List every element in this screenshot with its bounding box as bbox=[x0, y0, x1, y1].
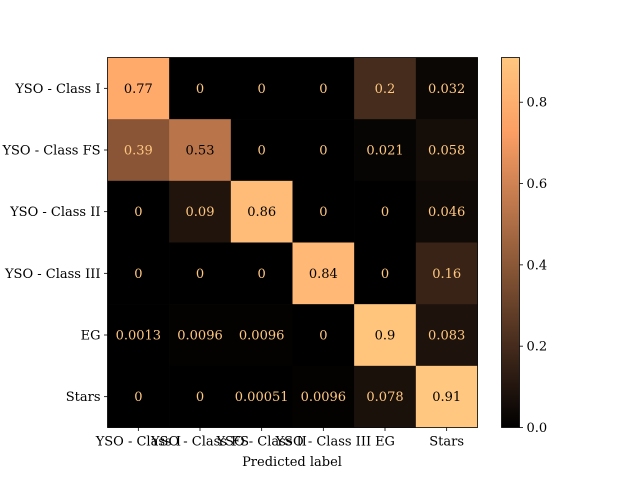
cell-value-label: 0 bbox=[319, 205, 327, 220]
heatmap-cell bbox=[292, 365, 355, 428]
cell-value-label: 0.058 bbox=[428, 144, 465, 159]
x-tick-label: YSO - Class I bbox=[95, 435, 181, 450]
cell-value-label: 0 bbox=[134, 267, 142, 282]
cell-value-label: 0 bbox=[258, 267, 266, 282]
cell-value-label: 0.0096 bbox=[301, 390, 347, 405]
cell-value-label: 0 bbox=[319, 144, 327, 159]
colorbar-tick-label: 0.4 bbox=[527, 258, 548, 273]
cell-value-label: 0 bbox=[258, 144, 266, 159]
heatmap-cell bbox=[169, 304, 232, 367]
heatmap-cell bbox=[107, 242, 170, 305]
cell-value-label: 0 bbox=[196, 267, 204, 282]
heatmap-cell bbox=[169, 180, 232, 243]
y-tick-label: YSO - Class II bbox=[9, 205, 100, 220]
x-tick-label: YSO - Class II bbox=[215, 435, 306, 450]
cell-value-label: 0 bbox=[258, 82, 266, 97]
heatmap-cell bbox=[169, 365, 232, 428]
cell-value-label: 0.083 bbox=[428, 329, 465, 344]
heatmap-cell bbox=[415, 119, 478, 182]
cell-value-label: 0.09 bbox=[186, 205, 215, 220]
heatmap-cell bbox=[292, 119, 355, 182]
cell-value-label: 0 bbox=[134, 205, 142, 220]
cell-value-label: 0.00051 bbox=[235, 390, 289, 405]
cell-value-label: 0.046 bbox=[428, 205, 465, 220]
heatmap-cell bbox=[292, 180, 355, 243]
heatmap-cell bbox=[169, 242, 232, 305]
heatmap-cell bbox=[415, 365, 478, 428]
heatmap-cell bbox=[354, 119, 417, 182]
colorbar-gradient bbox=[501, 57, 520, 428]
cell-value-label: 0.53 bbox=[186, 144, 215, 159]
colorbar-ticks: 0.0 0.2 0.4 0.6 0.8 bbox=[519, 96, 548, 436]
heatmap-cell bbox=[230, 365, 293, 428]
y-tick-label: YSO - Class I bbox=[14, 82, 100, 97]
heatmap-cell bbox=[415, 304, 478, 367]
heatmap-cell bbox=[107, 180, 170, 243]
heatmap-cell bbox=[354, 242, 417, 305]
y-axis-ticks: YSO - Class I YSO - Class FS YSO - Class I… bbox=[1, 82, 108, 405]
heatmap-cell bbox=[230, 119, 293, 182]
cell-value-label: 0 bbox=[319, 329, 327, 344]
heatmap-cell bbox=[292, 57, 355, 120]
heatmap-cell bbox=[354, 57, 417, 120]
heatmap-cell bbox=[107, 304, 170, 367]
colorbar-tick-label: 0.2 bbox=[527, 340, 548, 355]
cell-value-label: 0 bbox=[381, 267, 389, 282]
heatmap-cell bbox=[354, 365, 417, 428]
colorbar-tick-label: 0.8 bbox=[527, 96, 548, 111]
y-tick-label: EG bbox=[81, 329, 101, 344]
cell-value-label: 0 bbox=[134, 390, 142, 405]
heatmap-cell bbox=[415, 180, 478, 243]
cell-value-label: 0.032 bbox=[428, 82, 465, 97]
heatmap-cell bbox=[107, 365, 170, 428]
x-tick-label: Stars bbox=[429, 435, 464, 450]
cell-value-label: 0 bbox=[381, 205, 389, 220]
cell-value-label: 0.39 bbox=[124, 144, 153, 159]
cell-value-label: 0.86 bbox=[247, 205, 276, 220]
heatmap-cell bbox=[107, 57, 170, 120]
cell-value-label: 0.84 bbox=[309, 267, 338, 282]
heatmap-cell bbox=[107, 119, 170, 182]
cell-value-label: 0 bbox=[319, 82, 327, 97]
heatmap-cell bbox=[169, 119, 232, 182]
heatmap-cell bbox=[292, 242, 355, 305]
cell-value-labels: 0.77 0 0 0 0.2 0.032 0.39 0.53 0 0 0.021 0.058 0 0.09… bbox=[116, 82, 466, 405]
heatmap-cell bbox=[415, 242, 478, 305]
x-tick-label: YSO - Class III bbox=[275, 435, 372, 450]
heatmap-cells bbox=[107, 57, 478, 428]
x-tick-label: YSO - Class FS bbox=[150, 435, 249, 450]
cell-value-label: 0.0013 bbox=[116, 329, 162, 344]
heatmap-cell bbox=[169, 57, 232, 120]
y-tick-label: YSO - Class III bbox=[4, 267, 101, 282]
heatmap-cell bbox=[292, 304, 355, 367]
x-tick-label: EG bbox=[375, 435, 395, 450]
cell-value-label: 0.0096 bbox=[177, 329, 223, 344]
cell-value-label: 0 bbox=[196, 82, 204, 97]
heatmap-cell bbox=[230, 180, 293, 243]
heatmap-cell bbox=[415, 57, 478, 120]
colorbar: 0.0 0.2 0.4 0.6 0.8 bbox=[501, 57, 548, 436]
heatmap-cell bbox=[354, 304, 417, 367]
y-tick-label: Stars bbox=[66, 390, 101, 405]
x-axis-label: Predicted label bbox=[242, 455, 342, 470]
cell-value-label: 0.16 bbox=[432, 267, 461, 282]
cell-value-label: 0 bbox=[196, 390, 204, 405]
colorbar-tick-label: 0.6 bbox=[527, 177, 548, 192]
heatmap-cell bbox=[230, 304, 293, 367]
cell-value-label: 0.9 bbox=[375, 329, 396, 344]
heatmap-cell bbox=[230, 57, 293, 120]
cell-value-label: 0.2 bbox=[375, 82, 396, 97]
heatmap-frame bbox=[107, 57, 478, 428]
heatmap-cell bbox=[354, 180, 417, 243]
heatmap-cell bbox=[230, 242, 293, 305]
cell-value-label: 0.77 bbox=[124, 82, 153, 97]
cell-value-label: 0.078 bbox=[366, 390, 403, 405]
cell-value-label: 0.0096 bbox=[239, 329, 285, 344]
y-tick-label: YSO - Class FS bbox=[1, 144, 100, 159]
cell-value-label: 0.021 bbox=[366, 144, 403, 159]
cell-value-label: 0.91 bbox=[432, 390, 461, 405]
colorbar-tick-label: 0.0 bbox=[527, 421, 548, 436]
